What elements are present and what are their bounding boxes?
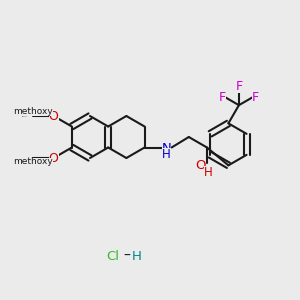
Text: O: O [49,110,58,122]
Text: F: F [219,91,226,104]
Text: –: – [124,249,130,263]
Text: H: H [204,166,212,179]
Text: N: N [162,142,172,155]
Text: Cl: Cl [106,250,119,262]
Text: H: H [162,148,171,161]
Text: methoxy: methoxy [13,158,52,166]
Text: O: O [49,152,58,164]
Text: methoxy: methoxy [22,116,28,117]
Text: H: H [132,250,142,262]
Text: methoxy: methoxy [13,106,52,116]
Text: F: F [252,91,259,104]
Text: O: O [196,159,206,172]
Text: F: F [235,80,242,93]
